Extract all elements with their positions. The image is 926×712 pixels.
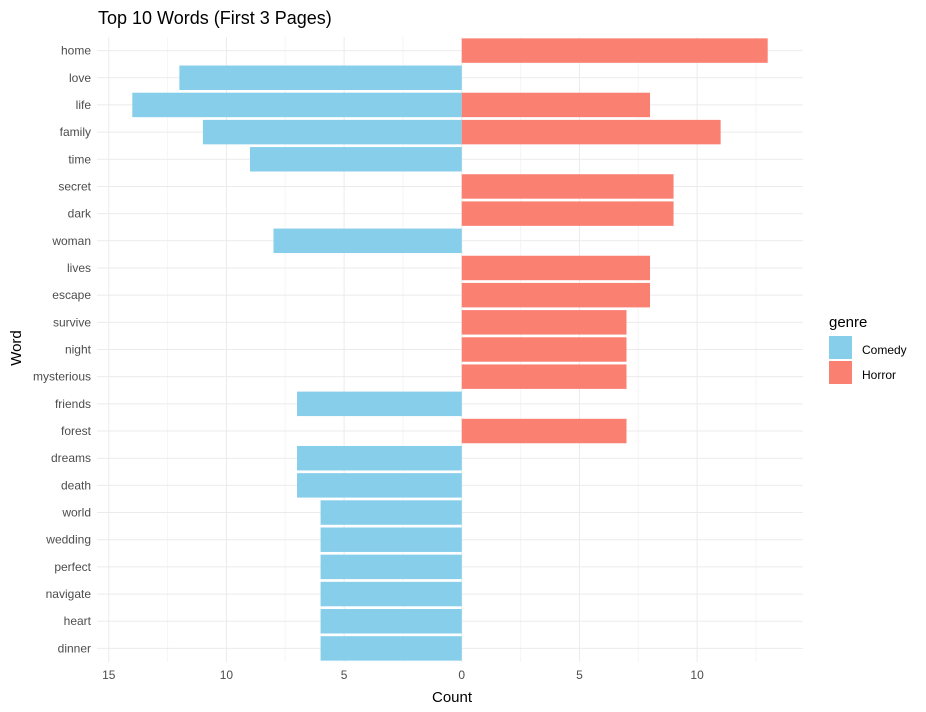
bar-comedy-friends [297,391,462,417]
y-tick-label-love: love [69,71,91,85]
bar-horror-life [461,92,651,118]
bar-comedy-life [132,92,462,118]
y-tick-label-heart: heart [64,614,92,628]
y-tick-label-secret: secret [58,179,91,193]
bar-horror-escape [461,282,651,308]
x-tick-label-3: 0 [458,668,465,682]
bar-horror-dark [461,201,674,226]
bar-comedy-perfect [320,554,462,580]
x-tick-label-1: 10 [220,668,234,682]
legend-swatch-horror [829,361,852,384]
y-tick-label-forest: forest [61,424,92,438]
bar-comedy-heart [320,609,462,634]
bar-comedy-family [202,119,462,145]
y-tick-label-mysterious: mysterious [33,370,91,384]
y-tick-label-world: world [61,506,91,520]
legend: genre Comedy Horror [829,314,907,384]
legend-swatch-comedy [829,336,852,359]
bar-comedy-dreams [297,445,462,471]
bar-comedy-woman [273,228,462,254]
legend-title: genre [829,314,867,331]
bar-comedy-love [179,65,462,90]
y-tick-label-death: death [61,478,91,492]
bar-comedy-navigate [320,581,462,607]
y-tick-label-navigate: navigate [46,587,92,601]
legend-label-horror: Horror [862,368,896,382]
bar-comedy-time [249,147,462,172]
y-tick-label-dreams: dreams [51,451,91,465]
bar-horror-family [461,119,721,145]
bar-horror-secret [461,174,674,199]
bar-horror-survive [461,310,627,335]
y-tick-label-time: time [68,152,91,166]
y-tick-label-escape: escape [52,288,91,302]
x-tick-label-2: 5 [341,668,348,682]
bar-comedy-world [320,500,462,525]
bar-comedy-wedding [320,527,462,552]
x-tick-label-5: 10 [690,668,704,682]
bar-horror-home [461,38,768,63]
y-tick-label-dark: dark [68,207,92,221]
bar-horror-night [461,337,627,362]
plot-area: home love life family time secret dark woman liv… [33,37,803,682]
y-axis-title: Word [8,330,25,366]
y-tick-label-wedding: wedding [45,533,91,547]
y-tick-label-perfect: perfect [54,560,91,574]
bar-comedy-death [297,473,462,498]
x-axis-title: Count [432,689,473,706]
y-tick-label-lives: lives [67,261,91,275]
y-tick-label-family: family [60,125,91,139]
bar-comedy-dinner [320,636,462,661]
bar-horror-mysterious [461,364,627,389]
bar-horror-lives [461,255,651,281]
y-tick-label-night: night [65,343,92,357]
y-tick-label-dinner: dinner [58,641,91,655]
y-tick-label-home: home [61,44,91,58]
y-tick-label-friends: friends [55,397,91,411]
chart-title: Top 10 Words (First 3 Pages) [98,8,332,28]
y-tick-label-woman: woman [51,234,91,248]
bar-horror-forest [461,418,627,444]
legend-label-comedy: Comedy [862,343,907,357]
y-tick-label-life: life [76,98,92,112]
x-tick-label-4: 5 [576,668,583,682]
x-tick-label-0: 15 [102,668,116,682]
y-tick-label-survive: survive [53,315,91,329]
